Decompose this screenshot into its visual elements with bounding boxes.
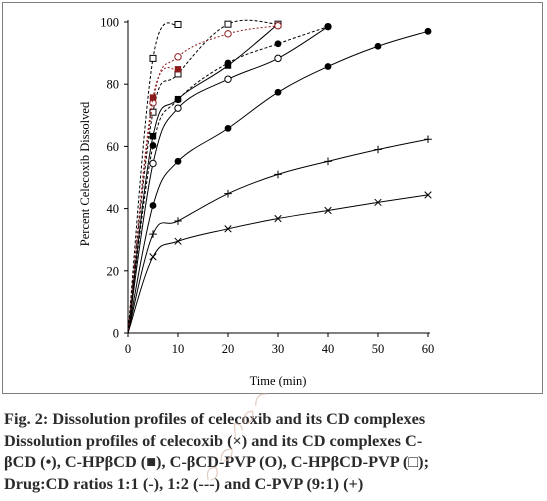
series-line [127,194,429,334]
series-9 [127,66,182,334]
plus-marker [424,135,432,144]
open-square-marker [149,108,157,116]
filled-circle-marker [149,142,157,149]
caption-line-3: βCD (•), C-HPβCD (■), C-βCD-PVP (O), C-H… [4,452,430,471]
filled-circle-marker [324,23,332,31]
filled-circle-marker [324,63,332,70]
y-tick-label: 0 [113,327,119,341]
filled-circle-marker [224,59,232,67]
filled-circle-marker [374,42,382,50]
open-circle-marker [224,30,232,38]
open-circle-marker [174,53,182,61]
series-3 [127,27,432,334]
x-marker [174,237,182,245]
open-square-marker [149,54,157,62]
series-5 [127,20,282,334]
x-tick-label: 10 [172,342,185,356]
open-circle-marker [274,22,282,30]
x-axis-label: Time (min) [250,374,307,388]
filled-square-marker [174,66,182,73]
series-line [127,22,179,334]
open-square-marker [224,20,232,28]
open-circle-marker [224,75,232,83]
series-8 [127,22,282,334]
filled-circle-marker [424,27,432,35]
x-marker [374,198,382,207]
x-tick-label: 30 [272,342,285,356]
series-line [127,30,429,334]
series-line [127,23,279,334]
series-layer [127,19,432,334]
y-tick-label: 80 [107,78,120,92]
series-4 [127,22,332,334]
plus-marker [374,145,382,154]
x-tick-label: 0 [125,342,131,356]
series-line [127,67,179,334]
open-square-marker [174,20,182,28]
filled-square-marker [149,94,157,101]
open-circle-marker [274,54,282,63]
filled-circle-marker [274,88,282,96]
series-line [127,26,329,334]
filled-circle-marker [174,157,182,165]
y-tick-label: 20 [107,264,120,278]
plus-marker [149,230,157,238]
caption-line-1: Fig. 2: Dissolution profiles of celecoxi… [4,409,426,428]
x-tick-label: 60 [422,342,435,356]
x-marker [224,225,232,233]
filled-circle-marker [224,124,232,132]
chart-axes: 0 20 40 60 80 100 0 10 20 30 40 50 60 [100,16,434,357]
y-axis-label: Percent Celecoxib Dissolved [78,101,92,246]
series-1 [127,191,432,334]
y-tick-label: 100 [100,16,119,30]
x-marker [149,253,157,261]
x-tick-label: 20 [222,342,235,356]
filled-square-marker [149,132,157,140]
figure-caption: Fig. 2: Dissolution profiles of celecoxi… [4,408,544,494]
x-marker [424,191,432,199]
filled-circle-marker [174,96,182,104]
y-tick-label: 40 [107,202,120,216]
series-10 [127,20,182,334]
open-circle-marker [174,104,182,112]
x-marker [324,206,332,215]
series-6 [127,23,332,334]
open-circle-marker [149,159,157,168]
x-marker [274,214,282,223]
plus-marker [274,170,282,179]
series-2 [127,135,432,334]
plus-marker [224,189,232,198]
filled-circle-marker [274,40,282,48]
x-tick-label: 50 [372,342,385,356]
plus-marker [324,157,332,166]
figure-frame [2,2,543,394]
plus-marker [174,217,182,225]
dissolution-chart: 0 20 40 60 80 100 0 10 20 30 40 50 60 Time (min) Per… [78,16,434,389]
caption-line-2: Dissolution profiles of celecoxib (×) an… [4,430,423,450]
series-line [127,25,279,334]
x-tick-label: 40 [322,342,335,356]
filled-circle-marker [149,202,157,209]
caption-line-4: Drug:CD ratios 1:1 (-), 1:2 (---) and C-… [4,473,364,493]
series-line [127,26,329,334]
y-tick-label: 60 [107,140,120,154]
series-line [127,138,429,334]
